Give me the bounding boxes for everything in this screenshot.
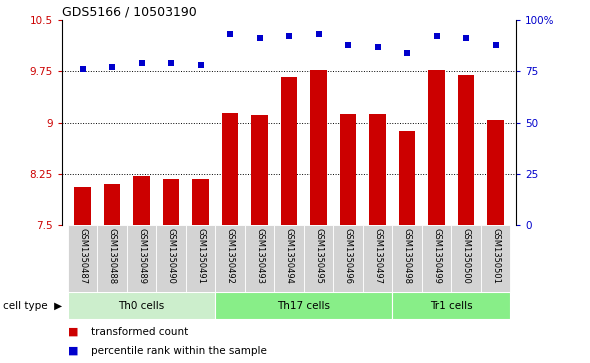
Bar <box>274 225 304 292</box>
Text: Th0 cells: Th0 cells <box>119 301 165 311</box>
Bar <box>458 76 474 225</box>
Text: ■: ■ <box>68 346 78 356</box>
Bar <box>392 292 510 319</box>
Text: GDS5166 / 10503190: GDS5166 / 10503190 <box>62 6 196 19</box>
Point <box>107 64 117 70</box>
Text: cell type  ▶: cell type ▶ <box>3 301 62 311</box>
Bar <box>222 113 238 225</box>
Text: percentile rank within the sample: percentile rank within the sample <box>91 346 267 356</box>
Point <box>284 33 294 39</box>
Bar <box>68 225 97 292</box>
Point <box>255 36 264 41</box>
Point <box>461 36 471 41</box>
Text: GSM1350488: GSM1350488 <box>107 228 117 285</box>
Point <box>196 62 205 68</box>
Bar <box>74 187 91 225</box>
Text: ■: ■ <box>68 327 78 337</box>
Bar <box>340 114 356 225</box>
Text: GSM1350493: GSM1350493 <box>255 228 264 285</box>
Bar <box>481 225 510 292</box>
Bar <box>104 184 120 225</box>
Text: GSM1350487: GSM1350487 <box>78 228 87 285</box>
Text: GSM1350492: GSM1350492 <box>225 228 235 284</box>
Bar <box>392 225 422 292</box>
Bar <box>192 179 209 225</box>
Text: GSM1350494: GSM1350494 <box>284 228 294 284</box>
Bar <box>310 70 327 225</box>
Text: GSM1350490: GSM1350490 <box>166 228 176 284</box>
Text: GSM1350496: GSM1350496 <box>343 228 353 285</box>
Text: GSM1350491: GSM1350491 <box>196 228 205 284</box>
Text: GSM1350500: GSM1350500 <box>461 228 471 284</box>
Point <box>402 50 412 56</box>
Point <box>78 66 87 72</box>
Bar <box>163 179 179 225</box>
Bar <box>186 225 215 292</box>
Bar <box>215 292 392 319</box>
Bar <box>156 225 186 292</box>
Text: transformed count: transformed count <box>91 327 189 337</box>
Point <box>491 42 500 48</box>
Bar <box>422 225 451 292</box>
Bar <box>399 131 415 225</box>
Point <box>432 33 441 39</box>
Text: GSM1350501: GSM1350501 <box>491 228 500 284</box>
Bar <box>487 120 504 225</box>
Bar <box>451 225 481 292</box>
Bar <box>127 225 156 292</box>
Point <box>373 44 382 49</box>
Text: GSM1350499: GSM1350499 <box>432 228 441 284</box>
Bar <box>369 114 386 225</box>
Point <box>314 32 323 37</box>
Text: GSM1350495: GSM1350495 <box>314 228 323 284</box>
Bar <box>363 225 392 292</box>
Bar <box>251 115 268 225</box>
Bar <box>304 225 333 292</box>
Bar <box>215 225 245 292</box>
Text: Tr1 cells: Tr1 cells <box>430 301 473 311</box>
Point <box>225 32 235 37</box>
Bar <box>245 225 274 292</box>
Bar <box>68 292 215 319</box>
Point <box>343 42 353 48</box>
Text: GSM1350497: GSM1350497 <box>373 228 382 285</box>
Point <box>137 60 146 66</box>
Bar <box>428 70 445 225</box>
Text: GSM1350489: GSM1350489 <box>137 228 146 285</box>
Bar <box>333 225 363 292</box>
Point <box>166 60 176 66</box>
Text: GSM1350498: GSM1350498 <box>402 228 412 285</box>
Text: Th17 cells: Th17 cells <box>277 301 330 311</box>
Bar <box>281 77 297 225</box>
Bar <box>97 225 127 292</box>
Bar <box>133 176 150 225</box>
